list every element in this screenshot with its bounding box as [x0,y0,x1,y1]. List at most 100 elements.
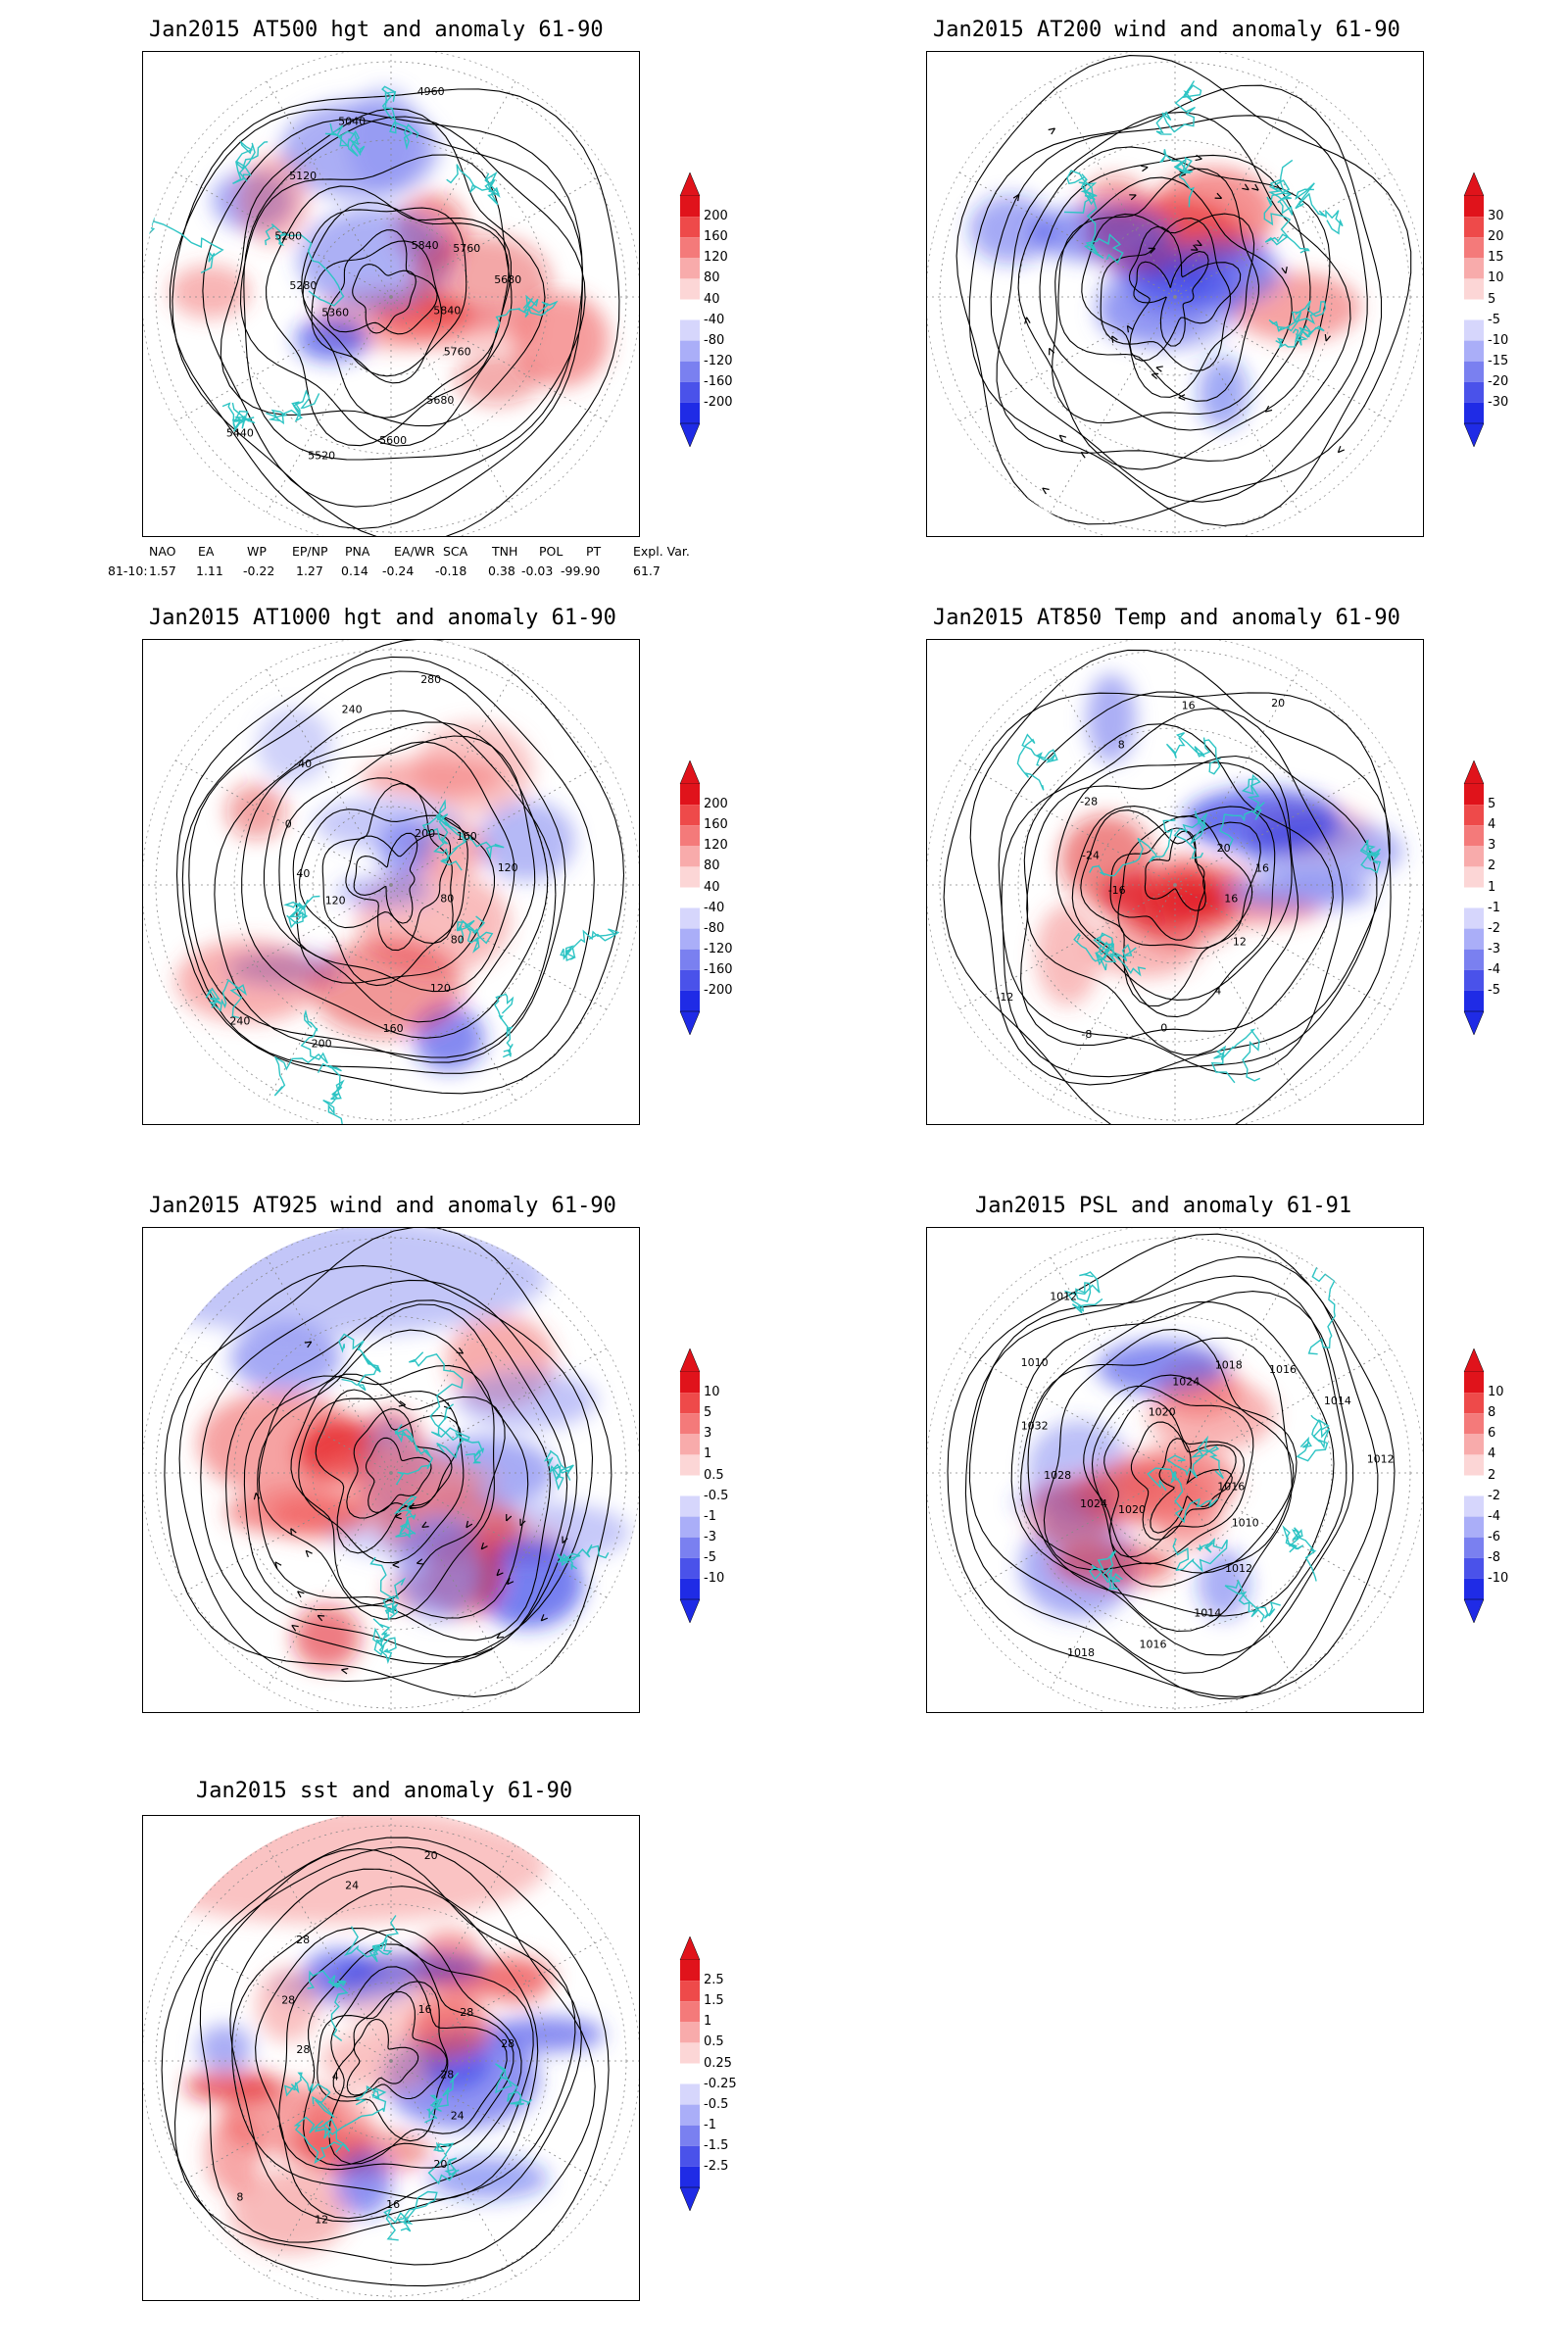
contour-label: 4 [1214,985,1221,998]
colorbar-swatch [680,990,700,1011]
colorbar-tick-label: -5 [1488,982,1500,998]
colorbar-tick-label: 5 [1488,291,1496,307]
colorbar-swatch [1464,1578,1484,1599]
contour-label: 5200 [274,230,302,243]
meridian-line [1050,296,1176,514]
meridian-line [1174,760,1393,886]
colorbar-tick-label: -10 [1488,1570,1509,1586]
contour-line [302,1943,514,2167]
coastline [232,140,269,184]
contour-line [175,640,625,1095]
colorbar-swatch [680,340,700,362]
meridian-line [390,1472,516,1690]
latitude-circle [233,139,549,455]
streamline-arrow [1148,247,1156,254]
contour-label: 1020 [1118,1503,1146,1516]
colorbar-tick-label: 4 [1488,817,1496,833]
contour-line [956,55,1412,525]
contour-line [243,1303,551,1642]
streamline-arrow [421,1521,429,1529]
positive-anomaly-shading [1104,883,1234,916]
streamline-arrow [1324,334,1332,342]
contour-label: 1020 [1149,1406,1176,1419]
coastline [1063,194,1124,265]
contour-line [1100,218,1232,371]
streamline-arrow [562,1536,568,1544]
positive-anomaly-shading [512,292,610,387]
colorbar-swatch [680,969,700,991]
coastline [1155,80,1202,135]
contour-label: 120 [498,861,518,874]
colorbar-swatch [680,1454,700,1476]
contour-line [255,1928,534,2220]
colorbar-swatch [680,402,700,423]
colorbar-swatch [680,1372,700,1394]
colorbar-bottom-arrow [1463,422,1485,447]
colorbar-tick-label: -1 [704,2117,716,2132]
colorbar-tick-label: 0.5 [704,2034,724,2050]
colorbar-tick-label: -3 [1488,941,1500,956]
contour-line [278,741,515,993]
contour-label: 5600 [379,434,407,447]
colorbar-swatch [1464,196,1484,218]
colorbar-swatch [680,361,700,382]
coastline [266,389,320,425]
colorbar-swatch [1464,1475,1484,1496]
colorbar-swatch [1464,361,1484,382]
colorbar-tick-label: -1.5 [704,2137,729,2153]
contour-line [317,1981,449,2142]
contour-label: 40 [296,867,310,880]
colorbar-swatch [1464,1495,1484,1517]
colorbar-swatches [1463,172,1485,447]
positive-anomaly-shading [480,1955,552,2006]
index-header: EP/NP [292,544,328,559]
coastline [556,1544,610,1570]
meridian-line [957,884,1176,1010]
contour-label: 0 [1160,1022,1167,1035]
meridian-line [957,1472,1176,1598]
meridian-line [1174,884,1393,1010]
colorbar-tick-label: 30 [1488,209,1504,224]
streamline-arrow [507,1577,514,1586]
colorbar-swatch [680,1981,700,2002]
colorbar-tick-label: 20 [1488,229,1504,245]
contour-label: 160 [383,1022,404,1035]
index-header: TNH [492,544,518,559]
streamline-arrow [416,1558,424,1565]
coastline [283,2072,335,2119]
colorbar-swatch [680,299,700,320]
colorbar-swatch [680,1537,700,1558]
streamline-arrow [297,1591,305,1598]
meridian-line [1174,1255,1300,1474]
coastline [1073,932,1137,966]
coastline [1089,1550,1123,1591]
polar-stereographic-map: 28 24 20 16 12 8 4 28 28 28 24 20 16 28 28 [143,1816,639,2300]
meridian-line [957,172,1176,298]
colorbar-swatch [1464,887,1484,908]
coastline [322,2085,387,2139]
contour-label: -12 [996,991,1013,1004]
colorbar-tick-label: -3 [704,1529,716,1544]
colorbar-tick-label: -80 [704,920,725,936]
colorbar-swatch [1464,1393,1484,1414]
negative-anomaly-shading [1198,1548,1250,1619]
negative-anomaly-shading [197,2024,253,2072]
colorbar: 200 160 120 80 40 -40 -80 -120 -160 -200 [678,172,733,447]
index-value: 1.27 [296,564,323,578]
colorbar-tick-label: 80 [704,270,720,286]
contour-line [1071,806,1276,1018]
colorbar-swatch [1464,928,1484,950]
index-value: -99.90 [561,564,601,578]
meridian-line [173,1472,392,1598]
positive-anomaly-shading [184,2069,280,2103]
colorbar-swatch [1464,784,1484,806]
contour-line [299,808,468,987]
coastline [343,1915,399,1963]
contour-line [1080,809,1261,1006]
colorbar-swatch [680,1393,700,1414]
colorbar-tick-label: 40 [704,291,720,307]
streamline-arrow [1281,266,1288,274]
coastline [205,978,248,1019]
coastline [383,2190,438,2241]
contour-line [964,1255,1379,1700]
